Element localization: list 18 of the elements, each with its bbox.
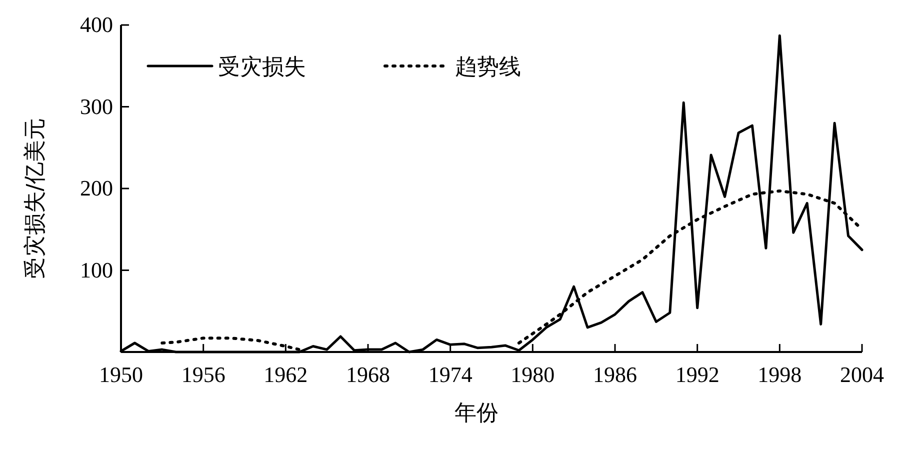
x-tick-label: 1968 [346,362,390,387]
x-tick-label: 1956 [181,362,226,387]
y-tick-label: 100 [80,257,113,282]
x-tick-label: 1950 [99,362,143,387]
y-axis-title: 受灾损失/亿美元 [23,118,48,280]
legend-label: 受灾损失 [218,55,306,80]
x-tick-label: 1992 [675,362,720,387]
y-tick-label: 400 [80,12,113,37]
x-axis-title: 年份 [454,401,498,426]
x-tick-label: 2004 [840,362,884,387]
x-tick-label: 1998 [758,362,802,387]
x-tick-label: 1962 [264,362,308,387]
legend-label: 趋势线 [455,55,521,80]
y-tick-label: 200 [80,176,113,200]
x-tick-label: 1974 [428,362,472,387]
x-tick-label: 1986 [593,362,637,387]
x-tick-label: 1980 [510,362,555,387]
y-tick-label: 300 [80,94,113,119]
